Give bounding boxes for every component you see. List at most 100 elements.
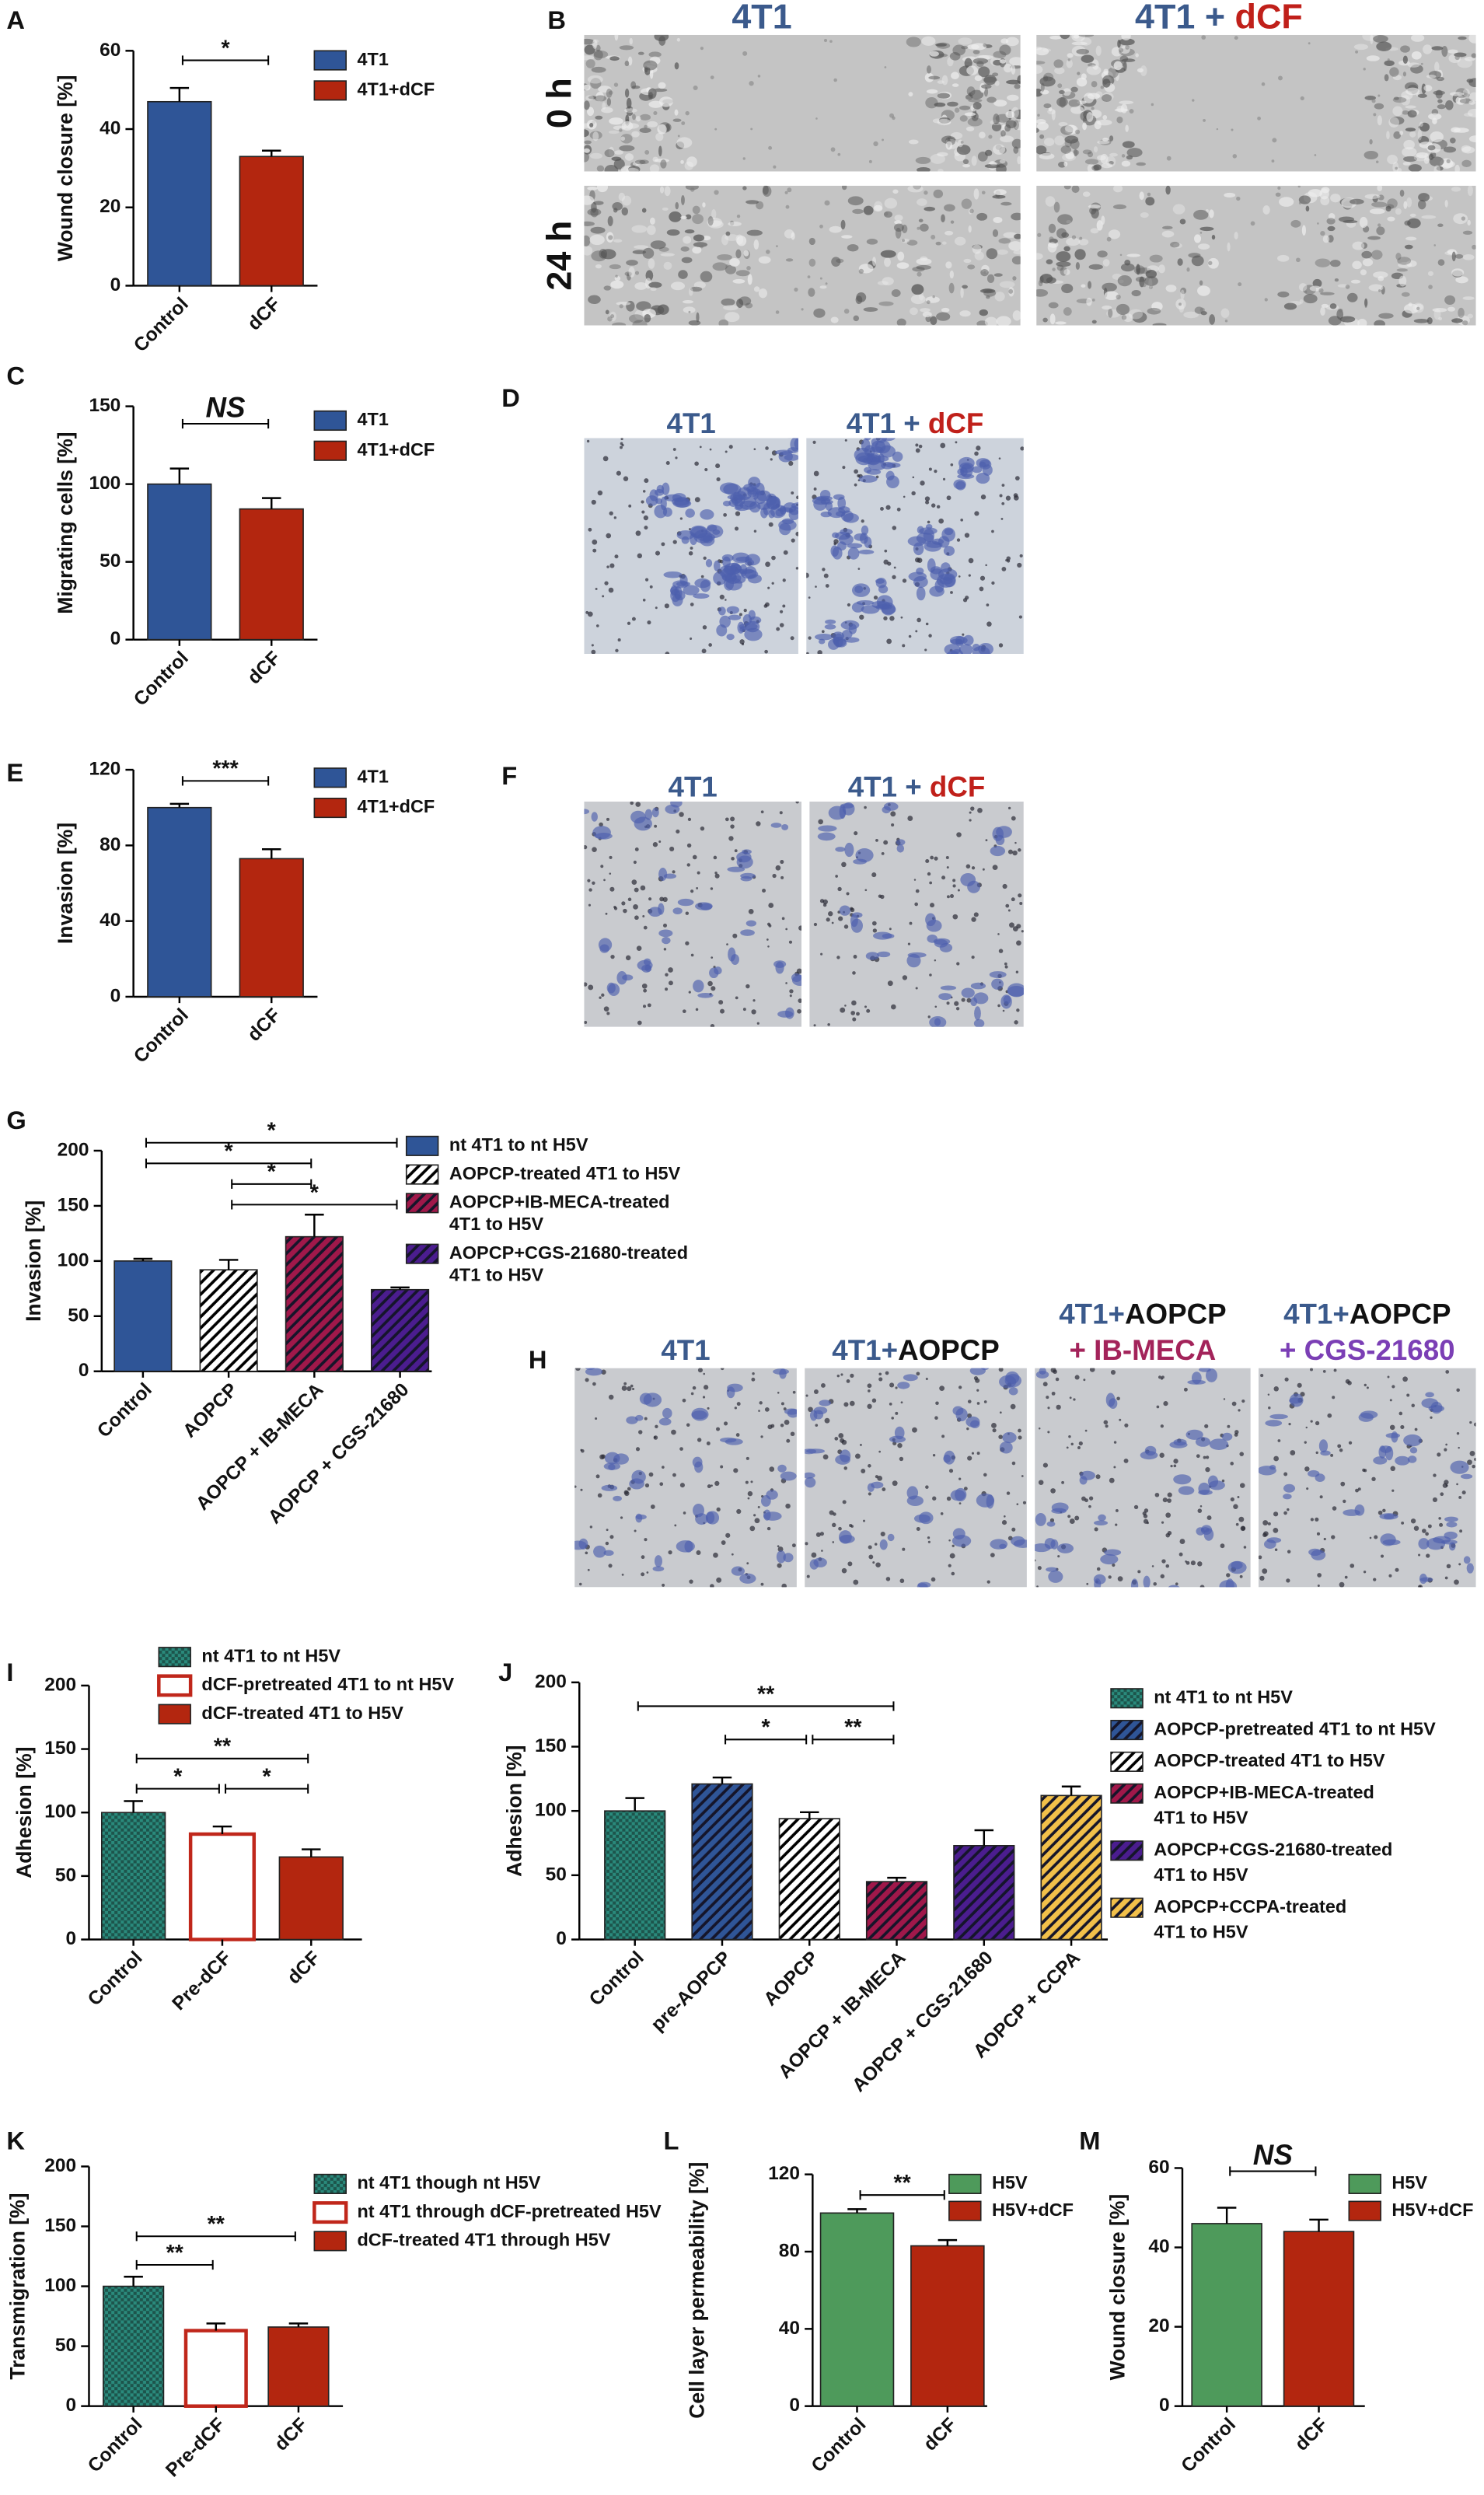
pore <box>952 1544 955 1547</box>
pore <box>999 1411 1002 1414</box>
stained-cell <box>700 579 711 592</box>
pore <box>850 1011 856 1015</box>
cell-texture <box>1103 68 1109 75</box>
pore <box>962 598 968 603</box>
legend-swatch <box>313 2231 347 2252</box>
pore <box>687 817 692 822</box>
pore <box>630 1384 634 1388</box>
cell-texture <box>1012 276 1017 281</box>
stained-cell <box>1056 1543 1074 1553</box>
cell-texture <box>1327 225 1336 232</box>
debris <box>1234 36 1238 40</box>
pore <box>751 1377 756 1382</box>
stained-cell <box>978 642 993 655</box>
pore <box>873 595 878 600</box>
pore <box>623 476 629 481</box>
cell-texture <box>586 107 595 117</box>
pore <box>746 1562 749 1565</box>
cell-texture <box>609 264 621 270</box>
stained-cell <box>865 952 879 960</box>
pore <box>899 1456 904 1462</box>
stained-cell <box>1035 1512 1046 1526</box>
pore <box>946 1496 952 1501</box>
pore <box>785 1503 791 1509</box>
stained-cell <box>1318 1439 1329 1453</box>
pore <box>964 533 970 538</box>
cell-texture <box>1374 320 1385 326</box>
pore <box>817 650 822 655</box>
debris <box>784 190 788 194</box>
debris <box>1141 281 1147 288</box>
stained-cell <box>606 982 616 994</box>
cell-texture <box>1043 103 1052 109</box>
pore <box>960 519 963 522</box>
stained-cell <box>1343 1509 1360 1516</box>
pore <box>775 865 781 871</box>
cell-texture <box>1102 79 1111 88</box>
pore <box>633 903 638 910</box>
stained-cell <box>1225 1578 1234 1588</box>
pore <box>884 549 888 553</box>
pore <box>664 603 669 609</box>
cell-texture <box>950 220 955 224</box>
pore <box>1283 1511 1287 1515</box>
cell-texture <box>1329 303 1337 309</box>
stained-cell <box>593 1545 606 1558</box>
cell-texture <box>1102 92 1114 101</box>
debris <box>1208 260 1213 266</box>
pore <box>621 1573 624 1576</box>
pore <box>1310 1518 1314 1522</box>
pore <box>762 888 766 893</box>
cell-texture <box>1162 225 1173 230</box>
pore <box>584 844 588 850</box>
pore <box>1444 1448 1447 1452</box>
pore <box>734 849 738 853</box>
cell-texture <box>1135 53 1139 58</box>
pore <box>955 441 958 444</box>
pore <box>892 1480 898 1487</box>
cell-texture <box>930 316 938 326</box>
x-tick-label: Pre-dCF <box>162 2414 229 2481</box>
pore <box>730 816 735 822</box>
debris <box>1071 235 1077 239</box>
pore <box>868 1554 874 1560</box>
pore <box>599 996 602 999</box>
pore <box>770 1424 775 1428</box>
debris <box>655 90 658 94</box>
pore <box>883 559 889 565</box>
pore <box>1053 1369 1057 1375</box>
cell-texture <box>1091 208 1099 219</box>
cell-texture <box>1372 195 1378 203</box>
pore <box>767 945 770 948</box>
pore <box>892 575 896 579</box>
pore <box>860 1443 862 1446</box>
debris <box>681 121 686 125</box>
debris <box>690 187 695 192</box>
pore <box>789 989 794 994</box>
debris <box>700 245 704 249</box>
debris <box>917 271 922 277</box>
pore <box>635 1447 641 1452</box>
pore <box>600 865 604 868</box>
cell-texture <box>584 195 595 205</box>
pore <box>624 1490 630 1497</box>
stained-cell <box>1002 1431 1017 1444</box>
cell-texture <box>1413 154 1427 162</box>
stained-cell <box>1430 1401 1443 1414</box>
pore <box>1456 1431 1460 1435</box>
y-tick-label: 60 <box>100 40 120 61</box>
cell-texture <box>808 288 815 297</box>
pore <box>1014 841 1017 844</box>
debris <box>969 208 974 214</box>
pore <box>781 1583 787 1588</box>
pore <box>837 886 842 892</box>
stained-cell <box>896 839 906 846</box>
stained-cell <box>693 980 704 993</box>
pore <box>840 1438 845 1443</box>
cell-texture <box>662 207 669 211</box>
pore <box>606 1529 609 1532</box>
cell-texture <box>1074 249 1086 260</box>
cell-texture <box>993 100 1007 107</box>
cell-texture <box>1309 285 1322 292</box>
debris <box>785 204 790 209</box>
